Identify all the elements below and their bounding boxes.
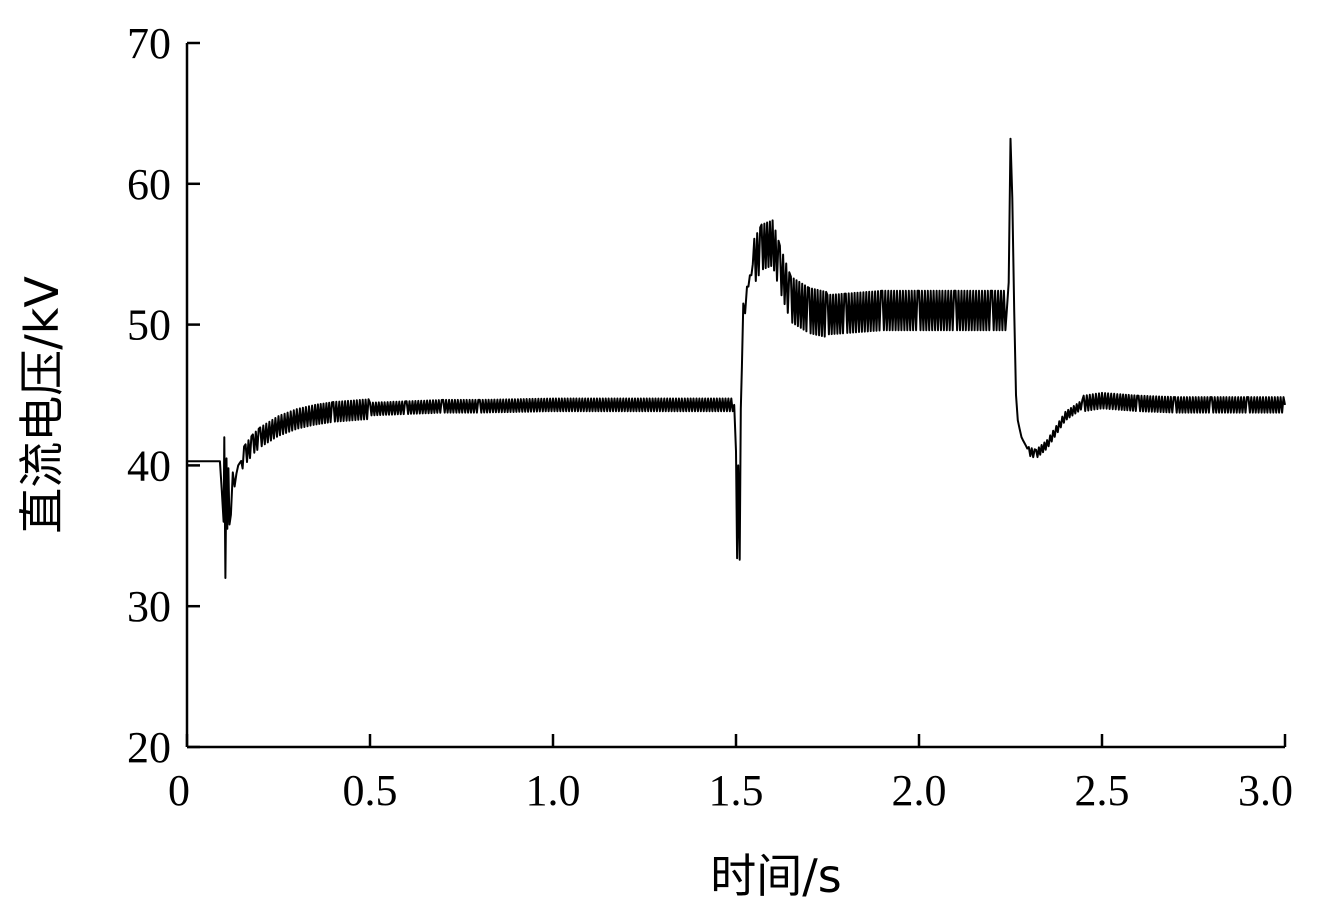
x-tick-label: 0.5 bbox=[343, 766, 398, 815]
x-tick-label: 1.5 bbox=[709, 766, 764, 815]
y-tick-label: 70 bbox=[127, 19, 171, 68]
y-axis-title: 直流电压/kV bbox=[15, 276, 69, 534]
y-axis-ticks: 20 30 40 50 60 70 bbox=[127, 19, 200, 772]
x-axis-ticks: 0 0.5 1.0 1.5 2.0 2.5 3.0 bbox=[168, 734, 1293, 815]
y-tick-label: 20 bbox=[127, 723, 171, 772]
x-tick-label: 2.0 bbox=[892, 766, 947, 815]
y-tick-label: 30 bbox=[127, 582, 171, 631]
y-tick-label: 40 bbox=[127, 441, 171, 490]
x-axis-title: 时间/s bbox=[710, 849, 841, 903]
x-tick-label: 1.0 bbox=[526, 766, 581, 815]
y-tick-label: 50 bbox=[127, 301, 171, 350]
series-line-dc-voltage bbox=[187, 137, 1286, 579]
y-tick-label: 60 bbox=[127, 160, 171, 209]
x-tick-label: 2.5 bbox=[1075, 766, 1130, 815]
x-tick-label: 0 bbox=[168, 766, 190, 815]
x-tick-label: 3.0 bbox=[1238, 766, 1293, 815]
